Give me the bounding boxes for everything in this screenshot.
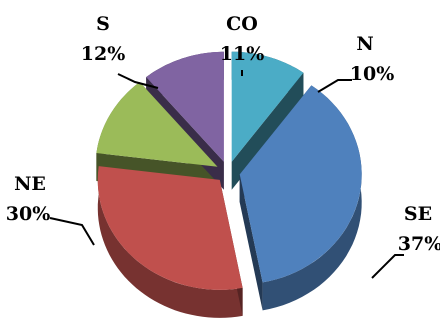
pie-tops (96, 51, 362, 290)
slice-side-ne (97, 166, 243, 318)
slice-percent-ne: 30% (6, 203, 51, 225)
slice-ne (97, 166, 243, 290)
slice-side-se (262, 85, 362, 311)
slice-percent-n: 10% (350, 63, 395, 85)
slice-co (146, 51, 224, 162)
leader-line-n (317, 79, 352, 93)
slice-se (239, 85, 362, 283)
slice-label-se: SE (404, 203, 432, 225)
leader-line-ne (49, 217, 95, 246)
slice-percent-se: 37% (398, 233, 440, 255)
slice-percent-co: 11% (220, 43, 265, 65)
leader-line-s (117, 73, 159, 89)
slice-label-co: CO (226, 13, 258, 35)
slice-n (231, 51, 304, 162)
slice-label-n: N (356, 33, 373, 55)
slice-label-ne: NE (14, 173, 46, 195)
slice-percent-s: 12% (81, 43, 126, 65)
leader-line-se (371, 254, 404, 279)
slice-wall-n-1 (231, 72, 304, 190)
slice-wall-se-1 (239, 174, 263, 311)
slice-label-s: S (96, 13, 110, 35)
slice-s (96, 82, 218, 167)
